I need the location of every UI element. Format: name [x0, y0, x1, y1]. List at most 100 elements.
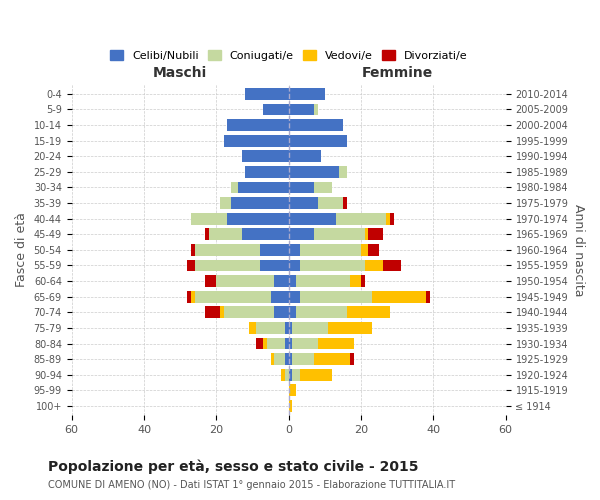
Bar: [299, 244, 361, 256]
Bar: [299, 260, 365, 272]
Legend: Celibi/Nubili, Coniugati/e, Vedovi/e, Divorziati/e: Celibi/Nubili, Coniugati/e, Vedovi/e, Di…: [107, 47, 471, 64]
Bar: [271, 354, 274, 365]
Bar: [289, 322, 292, 334]
Bar: [292, 369, 299, 380]
Text: Maschi: Maschi: [153, 66, 207, 80]
Bar: [350, 354, 354, 365]
Bar: [347, 306, 390, 318]
Bar: [314, 354, 350, 365]
Bar: [289, 306, 296, 318]
Bar: [289, 150, 321, 162]
Bar: [289, 260, 299, 272]
Y-axis label: Anni di nascita: Anni di nascita: [572, 204, 585, 296]
Bar: [285, 369, 289, 380]
Bar: [187, 260, 194, 272]
Bar: [296, 306, 347, 318]
Bar: [281, 369, 285, 380]
Bar: [368, 228, 383, 240]
Bar: [285, 338, 289, 349]
Bar: [372, 291, 426, 302]
Bar: [224, 306, 274, 318]
Bar: [289, 291, 299, 302]
Bar: [209, 228, 242, 240]
Bar: [289, 275, 296, 287]
Bar: [289, 228, 314, 240]
Bar: [191, 244, 194, 256]
Bar: [365, 228, 368, 240]
Bar: [336, 213, 386, 224]
Bar: [361, 244, 368, 256]
Bar: [383, 260, 401, 272]
Bar: [289, 166, 340, 177]
Bar: [289, 182, 314, 194]
Bar: [314, 104, 317, 116]
Bar: [256, 322, 285, 334]
Bar: [191, 213, 227, 224]
Bar: [289, 88, 325, 100]
Bar: [314, 182, 332, 194]
Bar: [368, 244, 379, 256]
Bar: [365, 260, 383, 272]
Bar: [361, 275, 365, 287]
Bar: [267, 338, 285, 349]
Bar: [205, 228, 209, 240]
Bar: [191, 291, 194, 302]
Bar: [289, 338, 292, 349]
Bar: [194, 291, 271, 302]
Bar: [238, 182, 289, 194]
Bar: [317, 338, 354, 349]
Bar: [227, 119, 289, 131]
Bar: [314, 228, 365, 240]
Text: COMUNE DI AMENO (NO) - Dati ISTAT 1° gennaio 2015 - Elaborazione TUTTITALIA.IT: COMUNE DI AMENO (NO) - Dati ISTAT 1° gen…: [48, 480, 455, 490]
Bar: [285, 354, 289, 365]
Bar: [340, 166, 347, 177]
Bar: [289, 384, 296, 396]
Bar: [386, 213, 390, 224]
Bar: [317, 197, 343, 209]
Bar: [274, 354, 285, 365]
Bar: [350, 275, 361, 287]
Bar: [292, 322, 328, 334]
Bar: [194, 244, 260, 256]
Bar: [217, 275, 274, 287]
Bar: [242, 228, 289, 240]
Text: Popolazione per età, sesso e stato civile - 2015: Popolazione per età, sesso e stato civil…: [48, 460, 419, 474]
Bar: [328, 322, 372, 334]
Bar: [231, 197, 289, 209]
Bar: [296, 275, 350, 287]
Bar: [256, 338, 263, 349]
Bar: [289, 369, 292, 380]
Bar: [285, 322, 289, 334]
Bar: [289, 244, 299, 256]
Bar: [231, 182, 238, 194]
Bar: [249, 322, 256, 334]
Bar: [245, 88, 289, 100]
Bar: [299, 291, 372, 302]
Bar: [245, 166, 289, 177]
Bar: [271, 291, 289, 302]
Bar: [260, 244, 289, 256]
Bar: [205, 275, 217, 287]
Bar: [289, 197, 317, 209]
Bar: [263, 338, 267, 349]
Bar: [289, 213, 336, 224]
Y-axis label: Fasce di età: Fasce di età: [15, 212, 28, 288]
Bar: [274, 275, 289, 287]
Bar: [220, 197, 231, 209]
Bar: [426, 291, 430, 302]
Bar: [263, 104, 289, 116]
Bar: [260, 260, 289, 272]
Bar: [390, 213, 394, 224]
Bar: [187, 291, 191, 302]
Bar: [292, 354, 314, 365]
Bar: [227, 213, 289, 224]
Bar: [289, 119, 343, 131]
Bar: [289, 104, 314, 116]
Bar: [299, 369, 332, 380]
Bar: [289, 400, 292, 412]
Bar: [343, 197, 347, 209]
Bar: [242, 150, 289, 162]
Bar: [205, 306, 220, 318]
Bar: [289, 135, 347, 146]
Text: Femmine: Femmine: [362, 66, 433, 80]
